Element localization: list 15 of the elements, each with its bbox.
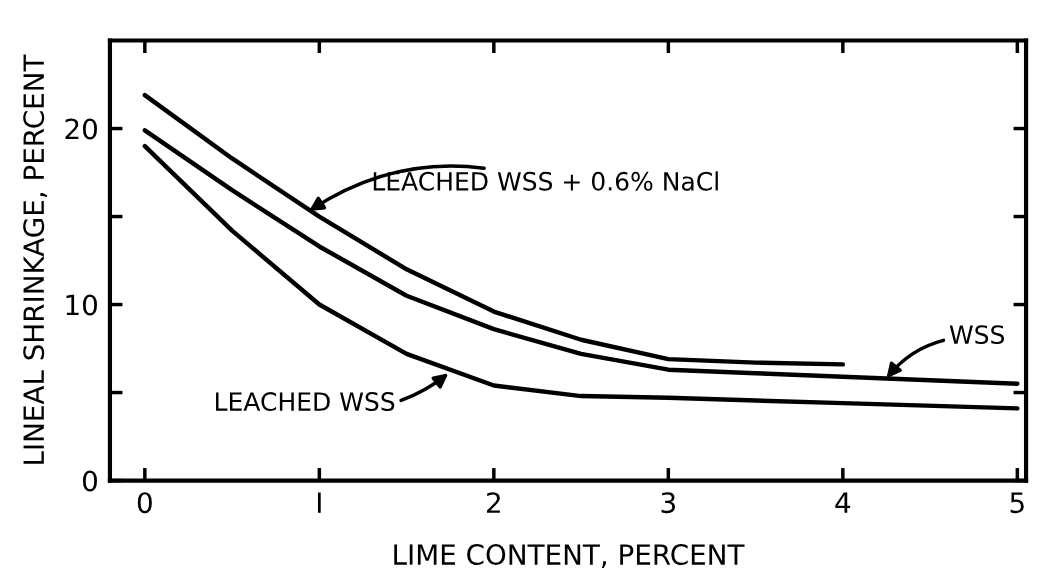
annotation: LEACHED WSS — [216, 392, 395, 412]
x-tick-label: 5 — [1010, 492, 1024, 514]
x-tick-label: 3 — [661, 492, 675, 514]
y-tick-label: 0 — [82, 470, 97, 492]
y-tick-label: 20 — [65, 118, 97, 140]
x-tick-label: 0 — [137, 492, 152, 514]
x-tick-label: 4 — [835, 492, 851, 513]
y-tick-label: 10 — [66, 294, 97, 316]
x-tick-label: I — [317, 492, 321, 513]
line-series — [142, 92, 846, 367]
annotation: WSS — [949, 325, 1005, 345]
x-tick-label: 2 — [487, 492, 500, 513]
y-axis-title: LINEAL SHRINKAGE, PERCENT — [23, 54, 48, 464]
annotation: LEACHED WSS + 0.6% NaCl — [373, 171, 718, 191]
x-axis-title: LIME CONTENT, PERCENT — [394, 544, 745, 568]
